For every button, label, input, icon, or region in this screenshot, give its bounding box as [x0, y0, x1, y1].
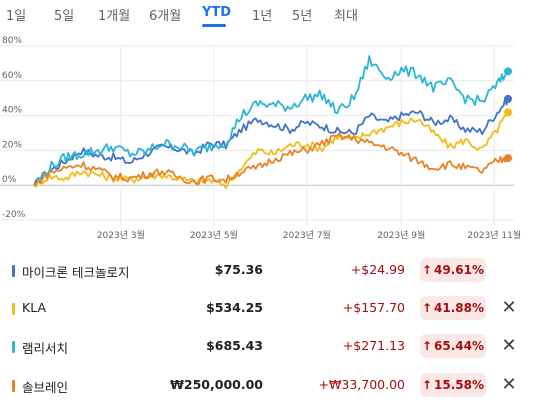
x-tick-label: 2023년 9월 [377, 229, 425, 241]
stock-name: KLA [22, 300, 46, 315]
stock-name: 마이크론 테크놀로지 [22, 265, 130, 280]
stock-price: $685.43 [206, 338, 263, 353]
series-end-marker-4 [504, 154, 512, 163]
stock-change: +₩33,700.00 [318, 377, 405, 392]
remove-stock-button[interactable]: ✕ [498, 335, 520, 357]
x-tick-label: 2023년 3월 [97, 229, 145, 241]
stock-row[interactable]: 램리서치 $685.43 +$271.13 ↑ 65.44% ✕ [0, 329, 540, 365]
stock-change: +$271.13 [342, 338, 405, 353]
stock-row[interactable]: 마이크론 테크놀로지 $75.36 +$24.99 ↑ 49.61% [0, 253, 540, 289]
comparison-chart[interactable]: 80% 60% 40% 20% 0% -20% 2023년 3월 2023년 5월 2023년 … [0, 34, 540, 256]
y-tick-label: -20% [2, 210, 26, 220]
series-line-2 [33, 111, 509, 190]
arrow-up-icon: ↑ [421, 339, 433, 353]
stock-change: +$24.99 [350, 262, 405, 277]
y-tick-label: 40% [2, 106, 22, 116]
stock-name: 솔브레인 [22, 380, 69, 395]
active-tab-indicator [202, 24, 226, 27]
percent-change-badge: ↑ 15.58% [420, 373, 486, 397]
stock-row[interactable]: KLA $534.25 +$157.70 ↑ 41.88% ✕ [0, 291, 540, 327]
tab-5-years[interactable]: 5년 [292, 9, 313, 24]
x-tick-label: 2023년 7월 [283, 229, 331, 241]
series-color-marker [12, 341, 15, 353]
percent-change-badge: ↑ 49.61% [420, 258, 486, 282]
stock-name: 램리서치 [22, 341, 69, 356]
x-tick-label: 2023년 5월 [190, 229, 238, 241]
percent-value: 41.88% [434, 301, 485, 315]
close-icon: ✕ [501, 374, 517, 395]
arrow-up-icon: ↑ [421, 301, 433, 315]
y-tick-label: 0% [2, 175, 17, 185]
tab-max[interactable]: 최대 [334, 9, 358, 24]
series-line-1 [33, 98, 509, 186]
y-tick-label: 20% [2, 140, 22, 150]
stock-row[interactable]: 솔브레인 ₩250,000.00 +₩33,700.00 ↑ 15.58% ✕ [0, 368, 540, 404]
series-line-4 [33, 132, 509, 186]
close-icon: ✕ [501, 297, 517, 318]
range-tabs: 1일 5일 1개월 6개월 YTD 1년 5년 최대 [0, 0, 540, 30]
stock-change: +$157.70 [342, 300, 405, 315]
percent-change-badge: ↑ 65.44% [420, 334, 486, 358]
tab-ytd[interactable]: YTD [202, 5, 232, 20]
remove-stock-button[interactable]: ✕ [498, 374, 520, 396]
close-icon: ✕ [501, 335, 517, 356]
series-end-marker-2 [504, 108, 512, 117]
y-tick-label: 60% [2, 71, 22, 81]
stock-price: $75.36 [214, 262, 263, 277]
series-line-3 [33, 55, 509, 187]
percent-value: 65.44% [434, 339, 485, 353]
series-color-marker [12, 380, 15, 392]
series-color-marker [12, 265, 15, 277]
percent-change-badge: ↑ 41.88% [420, 296, 486, 320]
remove-stock-button[interactable]: ✕ [498, 297, 520, 319]
tab-5-days[interactable]: 5일 [54, 9, 75, 24]
arrow-up-icon: ↑ [421, 378, 433, 392]
tab-1-month[interactable]: 1개월 [98, 9, 131, 24]
series-end-marker-3 [504, 67, 512, 76]
series-end-marker-1 [504, 94, 512, 103]
tab-6-months[interactable]: 6개월 [149, 9, 182, 24]
percent-value: 49.61% [434, 263, 485, 277]
series-color-marker [12, 303, 15, 315]
y-tick-label: 80% [2, 36, 22, 46]
x-tick-label: 2023년 11월 [467, 229, 521, 241]
arrow-up-icon: ↑ [421, 263, 433, 277]
tab-1-year[interactable]: 1년 [252, 9, 273, 24]
tab-1-day[interactable]: 1일 [6, 9, 27, 24]
stock-price: ₩250,000.00 [170, 377, 263, 392]
stock-price: $534.25 [206, 300, 263, 315]
percent-value: 15.58% [434, 378, 485, 392]
